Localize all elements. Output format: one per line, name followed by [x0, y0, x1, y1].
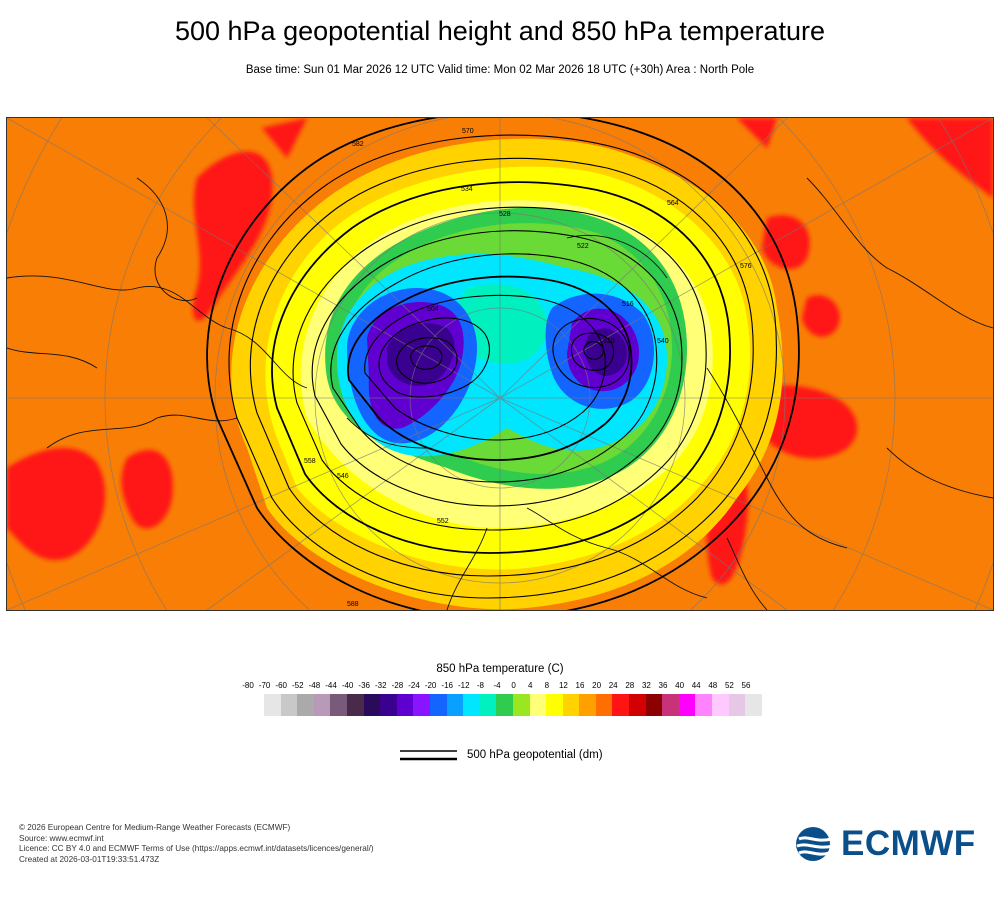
colorbar-swatch	[429, 694, 447, 716]
colorbar	[264, 694, 762, 716]
page-title: 500 hPa geopotential height and 850 hPa …	[174, 16, 825, 46]
colorbar-tick-label: -28	[391, 681, 404, 690]
contour-label: 576	[740, 263, 752, 270]
ecmwf-logo[interactable]: ECMWF	[793, 824, 976, 864]
colorbar-swatch	[595, 694, 613, 716]
colorbar-swatch	[363, 694, 381, 716]
contour-label: 528	[499, 211, 511, 218]
colorbar-tick-labels: -80 -70 -60 -52 -48 -44 -40 -36 -32 -28 -24 -20 -16-…	[234, 681, 766, 693]
colorbar-swatch	[380, 694, 397, 716]
colorbar-tick-label: 24	[608, 681, 618, 690]
colorbar-tick-label: -80	[242, 681, 254, 690]
geopotential-contours	[206, 118, 800, 610]
colorbar-swatch	[695, 694, 713, 716]
colorbar-swatch	[396, 694, 414, 716]
colorbar-swatch	[280, 694, 298, 716]
polar-map[interactable]: 504 510 516 522 528 534 540 546 552 558 …	[6, 117, 994, 611]
colorbar-swatch	[645, 694, 663, 716]
colorbar-tick-label: -24	[408, 681, 420, 690]
contour-label: 552	[437, 518, 449, 525]
colorbar-tick-label: -4	[493, 681, 501, 690]
contour-label: 540	[657, 338, 669, 345]
colorbar-swatch	[496, 694, 513, 716]
colorbar-tick-label: 0	[511, 681, 516, 690]
contour-label: 522	[577, 243, 589, 250]
colorbar-tick-label: 48	[708, 681, 718, 690]
contour-label-group: 504 510 516 522 528 534 540 546 552 558 …	[304, 128, 752, 608]
contour-label: 510	[603, 338, 615, 345]
colorbar-swatch	[612, 694, 630, 716]
colorbar-swatch	[728, 694, 746, 716]
colorbar-tick-label: 20	[592, 681, 602, 690]
colorbar-swatch	[546, 694, 563, 716]
contour-legend-line	[400, 750, 457, 761]
colorbar-tick-label: -16	[441, 681, 453, 690]
colorbar-tick-label: 36	[658, 681, 668, 690]
colorbar-tick-label: 16	[575, 681, 585, 690]
colorbar-tick-label: -70	[258, 681, 271, 690]
colorbar-tick-label: -32	[375, 681, 387, 690]
colorbar-tick-label: -12	[458, 681, 470, 690]
source-line: Source: www.ecmwf.int	[19, 833, 104, 843]
contour-label: 588	[347, 601, 359, 608]
colorbar-tick-label: 12	[558, 681, 568, 690]
colorbar-tick-label: 40	[675, 681, 685, 690]
contour-label: 534	[461, 186, 473, 193]
colorbar-tick-label: -40	[341, 681, 354, 690]
colorbar-tick-label: -60	[275, 681, 287, 690]
colorbar-swatch	[512, 694, 530, 716]
page-subtitle: Base time: Sun 01 Mar 2026 12 UTC Valid …	[245, 64, 755, 76]
contour-label: 570	[462, 128, 474, 135]
map-canvas: 504 510 516 522 528 534 540 546 552 558 …	[7, 118, 993, 610]
colorbar-swatch	[745, 694, 762, 716]
colorbar-swatch	[562, 694, 580, 716]
ecmwf-logo-text: ECMWF	[841, 824, 976, 863]
colorbar-swatch	[446, 694, 464, 716]
contour-label: 564	[667, 200, 679, 207]
colorbar-swatch	[529, 694, 547, 716]
colorbar-swatch	[313, 694, 331, 716]
colorbar-swatch	[463, 694, 480, 716]
colorbar-swatch	[479, 694, 497, 716]
colorbar-swatch	[712, 694, 729, 716]
created-line: Created at 2026-03-01T19:33:51.473Z	[19, 854, 160, 864]
colorbar-tick-label: -36	[358, 681, 370, 690]
colorbar-tick-label: -20	[424, 681, 437, 690]
colorbar-swatch	[662, 694, 679, 716]
copyright-line: © 2026 European Centre for Medium-Range …	[19, 823, 291, 832]
colorbar-swatch	[579, 694, 596, 716]
colorbar-title: 850 hPa temperature (C)	[436, 663, 564, 675]
contour-legend-label: 500 hPa geopotential (dm)	[467, 749, 603, 761]
colorbar-tick-label: 8	[544, 681, 550, 690]
colorbar-tick-label: 44	[691, 681, 701, 690]
colorbar-swatch	[297, 694, 314, 716]
colorbar-tick-label: -52	[292, 681, 304, 690]
colorbar-tick-label: 32	[641, 681, 651, 690]
colorbar-swatch	[346, 694, 364, 716]
contour-label: 546	[337, 473, 349, 480]
colorbar-swatch	[413, 694, 430, 716]
colorbar-swatch	[678, 694, 696, 716]
licence-line: Licence: CC BY 4.0 and ECMWF Terms of Us…	[19, 844, 374, 854]
colorbar-tick-label: 52	[724, 681, 734, 690]
colorbar-swatch	[330, 694, 347, 716]
footer-credits: © 2026 European Centre for Medium-Range …	[19, 823, 374, 865]
colorbar-tick-label: 4	[527, 681, 533, 690]
colorbar-tick-label: 56	[741, 681, 751, 690]
colorbar-tick-label: -8	[476, 681, 484, 690]
colorbar-swatch	[629, 694, 646, 716]
contour-label: 582	[352, 141, 364, 148]
colorbar-tick-label: 28	[625, 681, 635, 690]
colorbar-tick-label: -48	[308, 681, 321, 690]
contour-label: 558	[304, 458, 316, 465]
cold-core-east-deep	[585, 328, 627, 376]
contour-label: 516	[622, 301, 634, 308]
graticule	[7, 118, 993, 610]
colorbar-swatch	[264, 694, 281, 716]
contour-label: 504	[427, 306, 439, 313]
colorbar-tick-label: -44	[325, 681, 337, 690]
ecmwf-logo-mark-icon	[796, 827, 834, 861]
coastlines	[7, 177, 993, 610]
